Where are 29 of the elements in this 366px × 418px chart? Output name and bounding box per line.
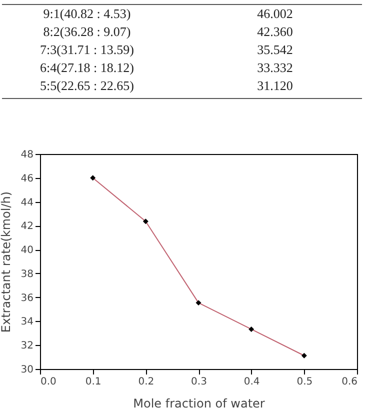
y-tick-label: 48 (20, 150, 34, 160)
y-tick-label: 38 (20, 268, 34, 280)
text: 33.332 (257, 60, 293, 76)
text: 46.002 (257, 6, 293, 22)
text: 7:3(31.71 : 13.59) (40, 42, 134, 58)
x-tick-label: 0.2 (138, 376, 154, 388)
text: 5:5(22.65 : 22.65) (40, 78, 134, 94)
x-tick-label: 0.4 (244, 376, 260, 388)
x-tick-label: 0.0 (40, 376, 56, 388)
x-axis-title: Mole fraction of water (133, 396, 265, 410)
y-tick-label: 40 (20, 245, 34, 256)
text: 8:2(36.28 : 9.07) (43, 24, 131, 40)
y-tick-label: 32 (20, 340, 34, 352)
text: 9:1(40.82 : 4.53) (43, 6, 131, 22)
text: 31.120 (257, 78, 293, 94)
text: 6:4(27.18 : 18.12) (40, 60, 134, 76)
x-tick-label: 0.3 (191, 376, 207, 388)
y-axis-title: Extractant rate(kmol/h) (0, 191, 13, 333)
text: 42.360 (257, 24, 293, 40)
y-tick-label: 46 (20, 173, 34, 184)
x-tick-label: 0.5 (296, 376, 313, 388)
y-tick-label: 44 (20, 197, 34, 208)
y-tick-label: 42 (20, 221, 34, 232)
text: 35.542 (257, 42, 293, 58)
x-tick-label: 0.1 (85, 376, 102, 388)
y-tick-label: 36 (20, 292, 34, 304)
x-tick-label: 0.6 (342, 376, 358, 388)
y-tick-label: 34 (20, 316, 34, 328)
y-tick-label: 30 (20, 364, 34, 376)
